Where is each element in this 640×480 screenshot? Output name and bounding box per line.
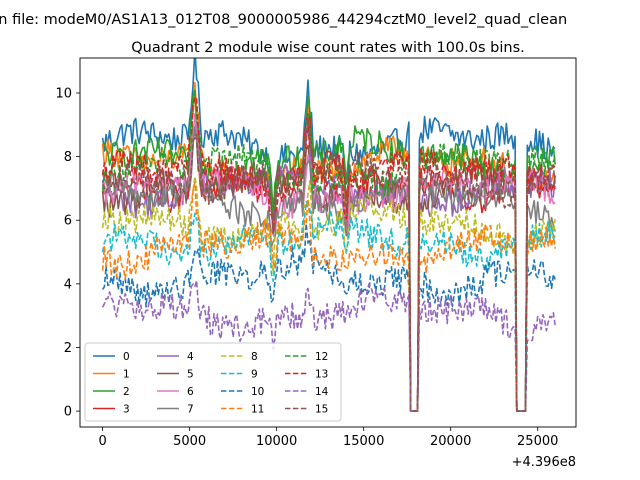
legend-label-10: 10 bbox=[251, 386, 264, 398]
x-tick-label: 20000 bbox=[430, 434, 471, 449]
x-axis-ticks: 0 5000 10000 15000 20000 25000 bbox=[98, 427, 558, 449]
x-tick-label: 10000 bbox=[256, 434, 297, 449]
x-tick-label: 25000 bbox=[517, 434, 558, 449]
legend-label-2: 2 bbox=[123, 386, 130, 398]
series-layer bbox=[101, 58, 556, 412]
legend-label-12: 12 bbox=[315, 351, 328, 363]
y-tick-label: 6 bbox=[64, 214, 72, 229]
legend-label-3: 3 bbox=[123, 404, 130, 416]
y-axis-ticks: 0 2 4 6 8 10 bbox=[55, 86, 80, 420]
y-tick-label: 0 bbox=[64, 405, 72, 420]
legend-label-7: 7 bbox=[187, 404, 194, 416]
legend-label-5: 5 bbox=[187, 369, 194, 381]
legend-label-14: 14 bbox=[315, 386, 329, 398]
legend-label-9: 9 bbox=[251, 369, 258, 381]
series-line-10 bbox=[101, 222, 556, 412]
legend-label-1: 1 bbox=[123, 369, 130, 381]
plot-area-frame bbox=[79, 57, 577, 428]
y-tick-label: 4 bbox=[64, 277, 72, 292]
y-tick-label: 2 bbox=[64, 341, 72, 356]
series-line-13 bbox=[101, 96, 556, 412]
legend-label-0: 0 bbox=[123, 351, 130, 363]
chart-title: Quadrant 2 module wise count rates with … bbox=[131, 40, 525, 56]
series-line-9 bbox=[101, 201, 556, 412]
x-tick-label: 15000 bbox=[343, 434, 384, 449]
y-tick-label: 8 bbox=[64, 150, 72, 165]
legend-label-13: 13 bbox=[315, 369, 328, 381]
legend-label-15: 15 bbox=[315, 404, 328, 416]
series-line-0 bbox=[101, 58, 556, 412]
legend-label-4: 4 bbox=[187, 351, 194, 363]
series-line-15 bbox=[101, 119, 556, 412]
series-line-6 bbox=[101, 113, 556, 412]
legend-label-6: 6 bbox=[187, 386, 194, 398]
x-offset-label: +4.396e8 bbox=[512, 455, 576, 470]
x-tick-label: 0 bbox=[98, 434, 106, 449]
x-tick-label: 5000 bbox=[173, 434, 206, 449]
legend-label-11: 11 bbox=[251, 404, 264, 416]
suptitle: In file: modeM0/AS1A13_012T08_9000005986… bbox=[0, 12, 567, 28]
series-line-8 bbox=[101, 175, 556, 412]
series-line-11 bbox=[101, 181, 556, 412]
legend-label-8: 8 bbox=[251, 351, 258, 363]
y-tick-label: 10 bbox=[55, 86, 72, 101]
series-line-14 bbox=[101, 279, 556, 412]
legend-frame bbox=[84, 342, 342, 422]
